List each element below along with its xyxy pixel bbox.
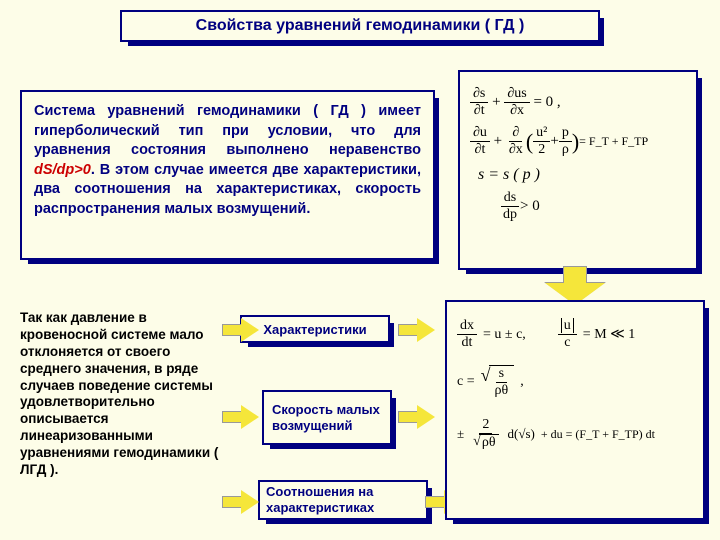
arrow-right-icon bbox=[222, 405, 262, 429]
title-box: Свойства уравнений гемодинамики ( ГД ) bbox=[120, 10, 600, 42]
arrow-right-icon bbox=[398, 405, 438, 429]
main-text-p1: Система уравнений гемодинамики ( ГД ) им… bbox=[34, 103, 421, 158]
relations-label: Соотношения на характеристиках bbox=[258, 480, 428, 520]
second-text: Так как давление в кровеносной системе м… bbox=[20, 310, 220, 479]
arrow-right-icon bbox=[222, 318, 262, 342]
inequality-inline: dS/dp>0 bbox=[34, 162, 91, 178]
state-equation: s = s ( p ) bbox=[478, 166, 686, 184]
equations-bottom-box: dxdt = u ± c, uc = M ≪ 1 c = √sρθ , ± 2√… bbox=[445, 300, 705, 520]
eq-momentum: ∂u∂t + ∂∂x ( u²2 + pρ ) = F_T + F_TP bbox=[470, 125, 686, 158]
arrow-right-icon bbox=[398, 318, 438, 342]
main-text-p2: . В этом случае имеется две характеристи… bbox=[34, 162, 421, 217]
characteristics-label: Характеристики bbox=[240, 315, 390, 343]
eq-continuity: ∂s∂t + ∂us∂x = 0 , bbox=[470, 86, 686, 119]
eq-characteristics: dxdt = u ± c, uc = M ≪ 1 bbox=[457, 318, 693, 351]
eq-wave-speed: c = √sρθ , bbox=[457, 365, 693, 399]
main-text-box: Система уравнений гемодинамики ( ГД ) им… bbox=[20, 90, 435, 260]
title: Свойства уравнений гемодинамики ( ГД ) bbox=[196, 17, 525, 35]
arrow-right-icon bbox=[222, 490, 262, 514]
speed-label: Скорость малых возмущений bbox=[262, 390, 392, 445]
equations-top-box: ∂s∂t + ∂us∂x = 0 , ∂u∂t + ∂∂x ( u²2 + pρ… bbox=[458, 70, 698, 270]
inequality-ds-dp: dsdp > 0 bbox=[500, 190, 686, 223]
eq-relations: ± 2√ρθ d(√s) + du = (F_T + F_TP) dt bbox=[457, 417, 693, 451]
